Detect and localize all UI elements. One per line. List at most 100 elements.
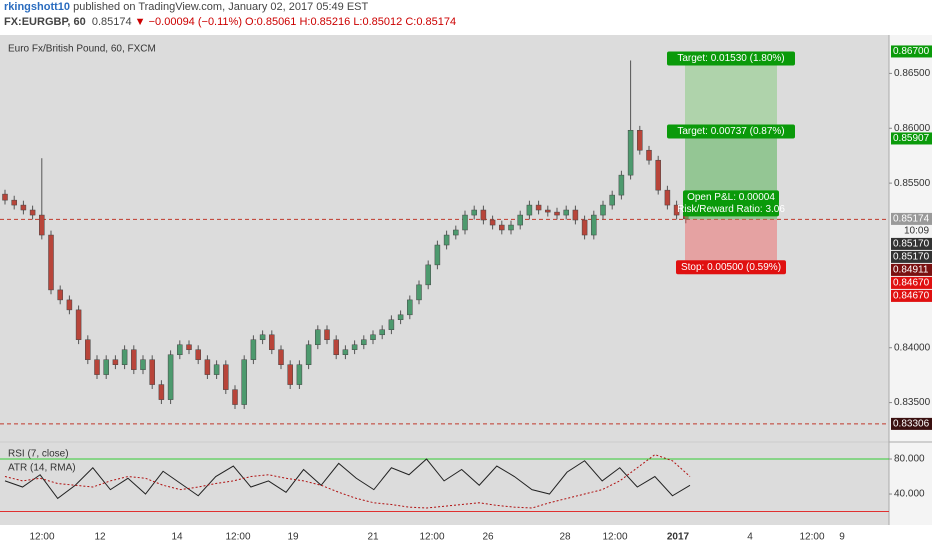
price-badge: [891, 132, 932, 145]
x-tick-label: 12:00: [29, 532, 54, 543]
candle-body: [186, 344, 192, 350]
author[interactable]: rkingshott10: [4, 1, 71, 13]
candle-body: [434, 244, 441, 266]
change: ▼ −0.00094 (−0.11%): [134, 16, 242, 28]
position-label-box: [667, 124, 795, 139]
rsi-pane: [0, 443, 889, 525]
candle-body: [361, 339, 367, 346]
position-label: Target: 0.00737 (0.87%): [677, 126, 784, 137]
published: published on TradingView.com, January 02…: [73, 1, 369, 13]
price-badge: [891, 212, 932, 225]
candle-body: [121, 349, 128, 365]
x-tick-label: 12: [94, 532, 106, 543]
candle-body: [526, 204, 533, 216]
position-label-box: [683, 202, 779, 217]
candle-body: [315, 329, 321, 346]
candle-body: [223, 364, 229, 390]
candle-body: [351, 344, 358, 350]
candle-body: [39, 214, 45, 236]
candle-body: [673, 204, 680, 216]
x-tick-label: 21: [367, 532, 379, 543]
candle-body: [489, 219, 496, 226]
x-tick-label: 9: [839, 532, 845, 543]
price-badge-label: 0.85170: [893, 239, 930, 250]
candle-body: [241, 359, 247, 405]
candle-body: [112, 359, 119, 365]
price-badge-label: 0.85907: [893, 133, 930, 144]
candle-body: [591, 214, 597, 236]
ohlc-high: H:0.85216: [299, 16, 351, 28]
candle-body: [140, 359, 146, 370]
price: 0.85174: [91, 16, 132, 28]
chart-title: Euro Fx/British Pound, 60, FXCM: [8, 44, 156, 55]
x-tick-label: 26: [482, 532, 494, 543]
candle-body: [342, 349, 349, 356]
candle-body: [407, 299, 413, 316]
price-badge: [891, 250, 932, 263]
candle-body: [213, 364, 220, 375]
position-label: Risk/Reward Ratio: 3.06: [677, 204, 785, 215]
candle-body: [388, 319, 395, 330]
y-tick-label: 0.83500: [894, 397, 931, 408]
symbol-line: FX:EURGBP, 60 0.85174 ▼ −0.00094 (−0.11%…: [0, 15, 932, 30]
ohlc-open: O:0.85061: [245, 16, 297, 28]
x-tick-label: 2017: [667, 532, 690, 543]
candle-body: [471, 209, 477, 216]
indicator-line: [4, 458, 691, 500]
candle-body: [195, 349, 201, 360]
price-badge: [891, 276, 932, 289]
ohlc-close: C:0.85174: [405, 16, 457, 28]
candle-body: [57, 289, 63, 301]
candle-body: [131, 349, 137, 370]
candle-body: [278, 349, 284, 365]
indicator-name: RSI (7, close): [8, 449, 69, 460]
candle-body: [655, 159, 661, 191]
candle-body: [250, 339, 257, 360]
candle-body: [11, 199, 17, 206]
candle-body: [535, 204, 542, 211]
x-tick-label: 28: [559, 532, 571, 543]
candle-body: [167, 354, 174, 400]
candle-body: [397, 314, 404, 320]
candle-body: [416, 284, 422, 301]
y-tick-label: 0.86500: [894, 68, 931, 79]
candle-body: [618, 174, 625, 196]
price-badge: [891, 45, 932, 58]
y-tick-label: 0.86000: [894, 123, 931, 134]
y-tick-label: 0.84000: [894, 342, 931, 353]
position-label: Stop: 0.00500 (0.59%): [681, 262, 781, 273]
candle-body: [572, 209, 579, 221]
position-label: Open P&L: 0.00004: [687, 192, 775, 203]
candle-body: [177, 344, 183, 356]
x-tick-label: 19: [287, 532, 299, 543]
candle-body: [600, 204, 606, 216]
candle-body: [627, 129, 634, 176]
ohlc-low: L:0.85012: [353, 16, 403, 28]
header: rkingshott10 published on TradingView.co…: [0, 0, 932, 35]
candle-body: [379, 329, 385, 336]
candle-body: [75, 309, 82, 340]
candle-body: [232, 389, 238, 405]
candle-body: [425, 264, 431, 286]
candle-body: [287, 364, 293, 385]
indicator-name: ATR (14, RMA): [8, 463, 76, 474]
indicator-line: [4, 454, 691, 509]
x-tick-label: 14: [171, 532, 183, 543]
candle-body: [149, 359, 155, 385]
price-badge-label: 0.83306: [893, 419, 930, 430]
candle-body: [370, 334, 376, 340]
position-label-box: [676, 260, 786, 275]
price-badge-label: 0.84670: [893, 278, 930, 289]
symbol: FX:EURGBP, 60: [4, 16, 86, 28]
y-tick-label: 0.85500: [894, 178, 931, 189]
y-tick-label: 40.000: [894, 489, 925, 500]
position-label-box: [667, 51, 795, 66]
candle-body: [545, 209, 551, 213]
candle-body: [333, 339, 339, 356]
x-tick-label: 12:00: [799, 532, 824, 543]
candle-body: [259, 334, 266, 340]
price-badge: [891, 289, 932, 302]
candle-body: [443, 234, 450, 246]
